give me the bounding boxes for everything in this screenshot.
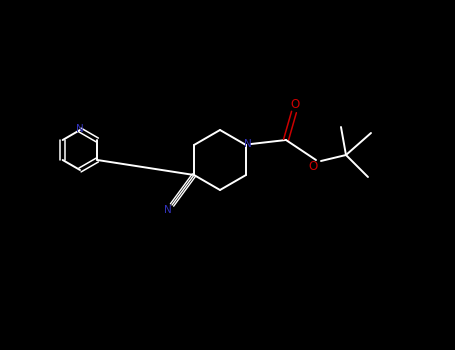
Text: O: O <box>290 98 299 112</box>
Text: N: N <box>164 205 172 215</box>
Text: N: N <box>244 139 252 149</box>
Text: N: N <box>76 124 84 134</box>
Text: O: O <box>308 161 318 174</box>
